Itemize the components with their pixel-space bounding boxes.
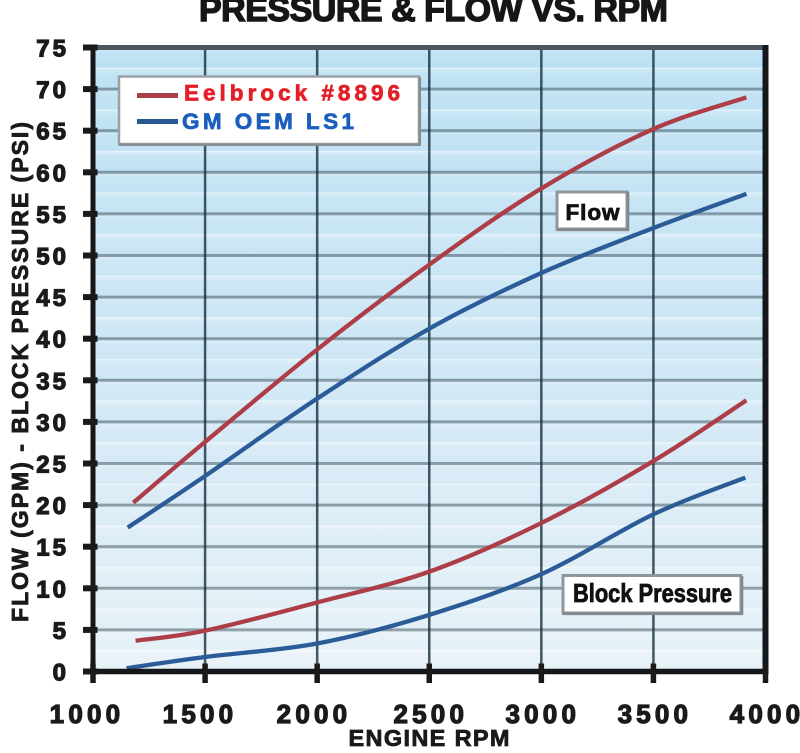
svg-text:70: 70	[36, 77, 69, 104]
svg-text:0: 0	[53, 660, 69, 687]
svg-text:3500: 3500	[618, 699, 693, 729]
svg-text:40: 40	[36, 327, 69, 354]
svg-text:1500: 1500	[163, 699, 238, 729]
svg-text:Block Pressure: Block Pressure	[573, 578, 732, 608]
svg-text:20: 20	[36, 493, 69, 520]
svg-text:2000: 2000	[277, 699, 352, 729]
svg-text:65: 65	[36, 119, 69, 146]
svg-text:45: 45	[36, 285, 69, 312]
svg-text:2500: 2500	[393, 699, 468, 729]
svg-text:3000: 3000	[505, 699, 580, 729]
svg-text:30: 30	[36, 410, 69, 437]
svg-text:60: 60	[36, 160, 69, 187]
svg-text:PRESSURE & FLOW VS. RPM: PRESSURE & FLOW VS. RPM	[199, 0, 668, 29]
svg-text:Flow: Flow	[566, 200, 620, 225]
svg-text:75: 75	[36, 36, 69, 63]
svg-text:5: 5	[53, 618, 69, 645]
svg-text:35: 35	[36, 368, 69, 395]
svg-text:GM OEM LS1: GM OEM LS1	[182, 109, 354, 134]
svg-text:10: 10	[36, 576, 69, 603]
svg-text:FLOW (GPM) - BLOCK PRESSURE (P: FLOW (GPM) - BLOCK PRESSURE (PSI)	[7, 122, 33, 622]
svg-text:15: 15	[36, 535, 69, 562]
svg-text:50: 50	[36, 244, 69, 271]
svg-text:ENGINE RPM: ENGINE RPM	[349, 725, 510, 748]
svg-text:55: 55	[36, 202, 69, 229]
svg-text:1000: 1000	[50, 699, 125, 729]
svg-text:25: 25	[36, 452, 69, 479]
svg-text:4000: 4000	[730, 699, 800, 729]
